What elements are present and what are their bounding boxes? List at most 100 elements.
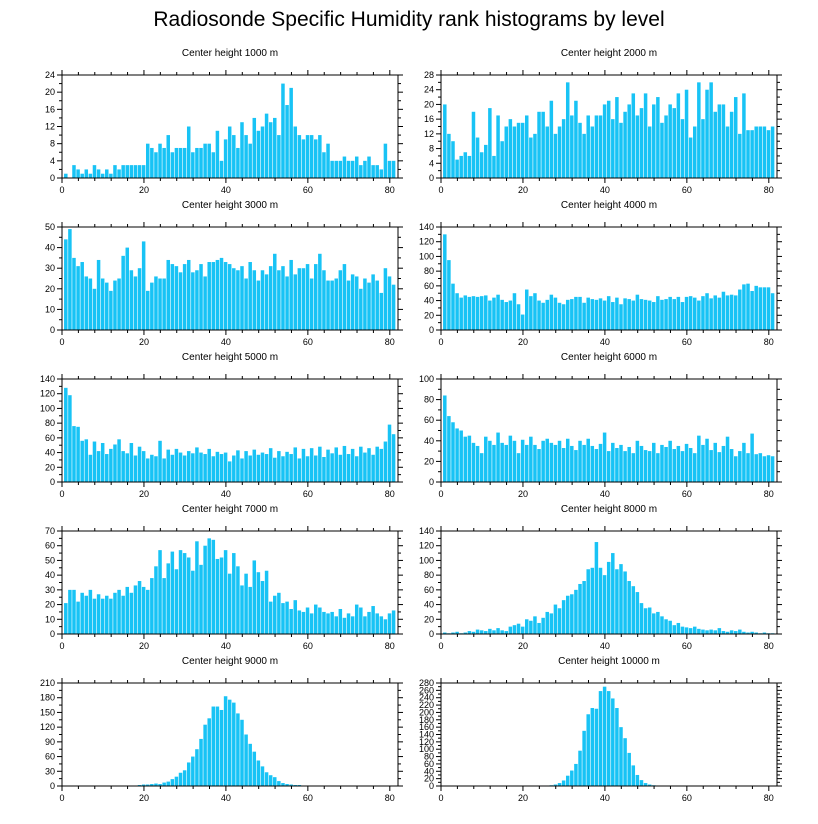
histogram-bar [615,569,619,634]
histogram-bar [354,156,359,178]
histogram-bar [709,298,713,330]
histogram-bar [557,126,562,178]
histogram-bar [195,447,199,482]
y-tick-label: 0 [429,477,434,487]
histogram-bar [545,611,549,634]
histogram-bar [582,581,586,634]
histogram-bar [146,458,150,482]
histogram-bar [379,448,384,482]
histogram-bar [338,454,343,482]
histogram-bar [713,442,717,482]
histogram-bar [660,299,664,330]
y-tick-label: 40 [45,448,55,458]
y-tick-label: 8 [50,139,55,149]
histogram-bar [471,631,476,634]
histogram-bar [627,299,631,330]
histogram-bar [92,165,97,179]
histogram-bar [619,564,623,634]
histogram-bar [537,111,541,178]
histogram-bar [375,280,379,330]
histogram-bar [158,143,162,178]
histogram-bar [174,448,179,482]
histogram-bar [248,455,252,482]
y-tick-label: 30 [45,585,55,595]
histogram-bar [141,586,146,634]
histogram-bar [166,781,170,786]
histogram-bar [504,126,509,178]
histogram-bar [96,259,101,330]
histogram-bar [635,440,640,482]
histogram-bar [64,387,68,482]
histogram-bar [236,566,240,634]
histogram-bar [289,608,293,634]
histogram-bar [125,165,130,179]
histogram-bar [582,730,586,786]
histogram-bar [492,155,496,178]
histogram-bar [371,606,375,634]
histogram-bar [133,585,138,634]
histogram-bar [334,616,338,634]
histogram-bar [113,280,117,330]
histogram-bar [717,297,722,330]
histogram-bar [109,598,113,634]
histogram-bar [594,542,599,634]
histogram-bar [80,173,84,178]
histogram-bar [227,126,232,178]
x-tick-label: 40 [221,489,231,499]
histogram-bar [746,632,750,634]
histogram-bar [301,448,306,482]
x-tick-label: 40 [221,641,231,651]
histogram-bar [338,160,343,178]
x-tick-label: 0 [438,489,443,499]
histogram-bar [289,784,293,786]
histogram-bar [264,113,269,179]
panel-title: Center height 9000 m [182,656,278,667]
histogram-bar [125,586,130,634]
histogram-bar [615,708,619,786]
histogram-bar [537,622,541,634]
histogram-bar [578,440,582,482]
histogram-bar [533,133,537,178]
histogram-bar [541,617,545,634]
histogram-bar [236,450,240,482]
histogram-bar [643,608,648,634]
x-tick-label: 20 [139,337,149,347]
y-tick-label: 0 [429,629,434,639]
histogram-bar [672,108,677,178]
histogram-bar [96,594,101,634]
histogram-bar [346,454,351,482]
histogram-bar [346,160,351,178]
x-tick-label: 80 [764,793,774,803]
histogram-bar [64,173,68,178]
histogram-bar [252,117,257,178]
histogram-bar [207,718,211,786]
y-tick-label: 0 [429,173,434,183]
y-tick-label: 180 [419,715,434,725]
y-tick-label: 260 [419,685,434,695]
histogram-bar [631,93,636,178]
y-tick-label: 0 [50,325,55,335]
histogram-bar [553,133,558,178]
histogram-bar [289,87,293,179]
y-tick-label: 40 [424,600,434,610]
histogram-bar [154,276,158,330]
histogram-bar [391,434,396,482]
y-tick-label: 60 [424,759,434,769]
histogram-bar [758,453,763,482]
x-tick-label: 40 [221,337,231,347]
histogram-bar [688,137,693,178]
y-tick-label: 70 [45,526,55,536]
y-tick-label: 4 [50,156,55,166]
histogram-bar [215,706,220,786]
histogram-bar [322,611,326,634]
histogram-bar [232,702,236,786]
histogram-bar [227,264,232,330]
histogram-bar [557,783,562,786]
x-tick-label: 40 [600,185,610,195]
histogram-bar [725,295,730,330]
histogram-bar [342,156,347,178]
histogram-bar [203,276,207,330]
histogram-bar [586,714,590,786]
histogram-bar [602,432,607,482]
histogram-bar [475,445,480,482]
